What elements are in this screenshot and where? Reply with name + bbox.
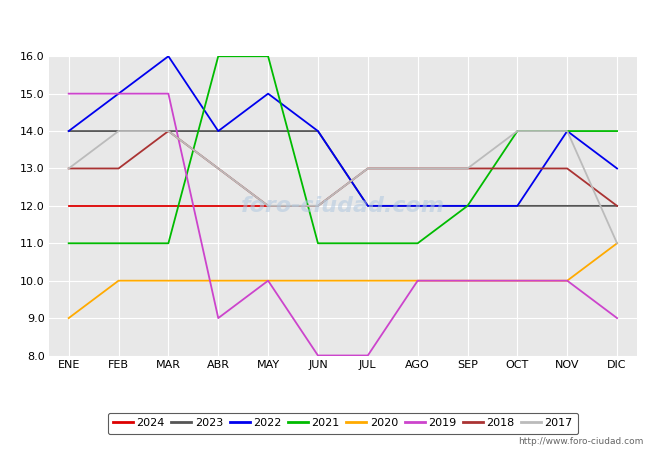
Text: Afiliados en Borau a 31/5/2024: Afiliados en Borau a 31/5/2024	[186, 14, 464, 33]
Text: http://www.foro-ciudad.com: http://www.foro-ciudad.com	[518, 436, 644, 446]
Legend: 2024, 2023, 2022, 2021, 2020, 2019, 2018, 2017: 2024, 2023, 2022, 2021, 2020, 2019, 2018…	[107, 413, 578, 434]
Text: foro-ciudad.com: foro-ciudad.com	[241, 196, 445, 216]
